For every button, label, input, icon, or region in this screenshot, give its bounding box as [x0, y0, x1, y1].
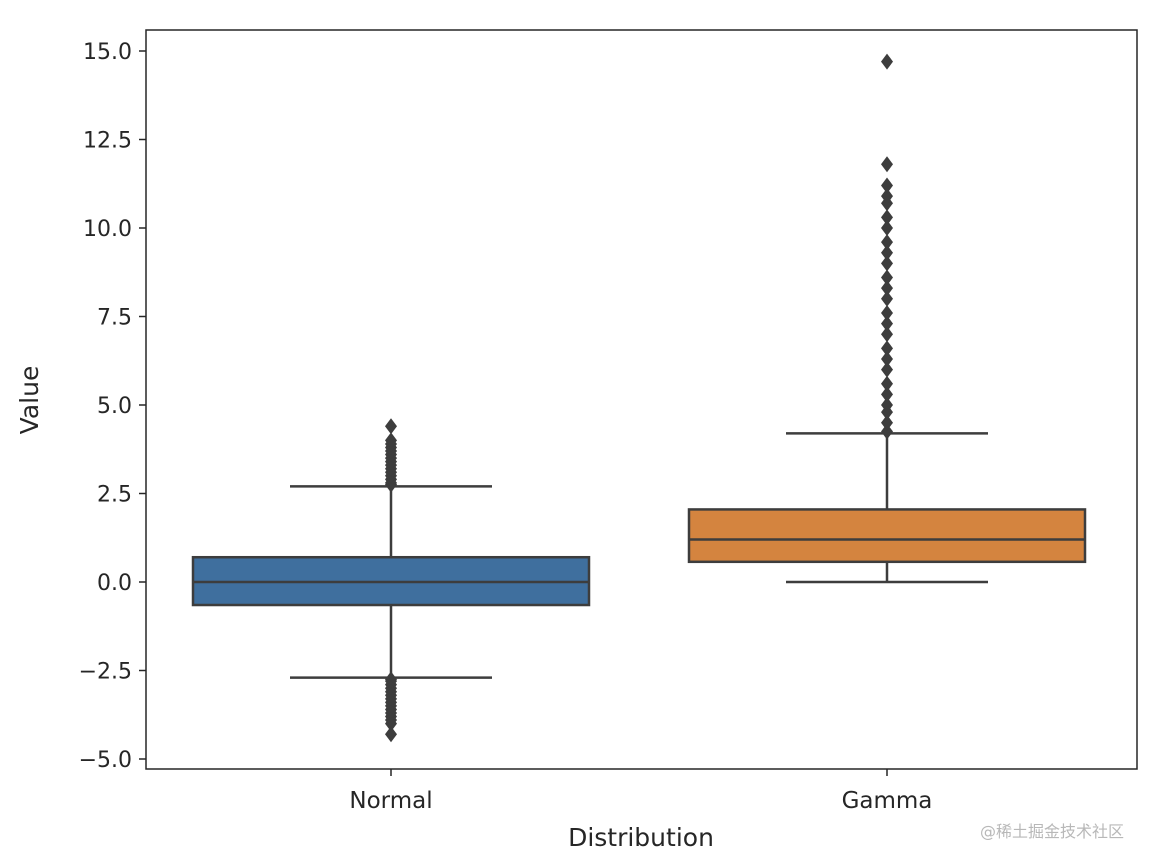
y-tick-label: −2.5 [79, 660, 132, 685]
outlier-point [385, 726, 397, 743]
outlier-point [385, 432, 397, 449]
outlier-point [881, 220, 893, 236]
y-tick-label: −5.0 [79, 748, 132, 773]
x-axis-label: Distribution [568, 823, 714, 852]
outlier-point [385, 418, 397, 435]
y-tick-label: 0.0 [97, 571, 132, 596]
outlier-point [881, 375, 893, 392]
outlier-point [881, 386, 893, 403]
outlier-point [881, 361, 893, 378]
box-gamma [687, 508, 1087, 564]
outlier-point [385, 715, 397, 732]
outlier-point [881, 234, 893, 251]
watermark: @稀土掘金技术社区 [980, 822, 1125, 841]
outlier-point [881, 304, 893, 321]
outlier-point [881, 269, 893, 286]
outlier-point [881, 53, 893, 70]
outlier-point [881, 280, 893, 297]
y-tick-label: 2.5 [97, 483, 132, 508]
y-tick-label: 10.0 [83, 217, 132, 242]
outlier-point [881, 350, 893, 367]
outlier-point [881, 188, 893, 205]
outlier-point [881, 290, 893, 307]
x-tick-label: Normal [349, 788, 432, 814]
plot-area [145, 29, 1138, 770]
y-axis-label: Value [15, 366, 44, 435]
outlier-point [881, 209, 893, 226]
outlier-point [881, 340, 893, 357]
x-tick-label: Gamma [842, 788, 933, 814]
outlier-point [881, 156, 893, 173]
y-tick-label: 15.0 [83, 40, 132, 65]
outlier-point [881, 326, 893, 343]
outlier-point [881, 414, 893, 431]
outlier-point [881, 423, 893, 440]
outlier-point [881, 397, 893, 413]
outlier-point [881, 244, 893, 261]
outlier-point [881, 315, 893, 332]
y-tick-label: 5.0 [97, 394, 132, 419]
outlier-point [881, 255, 893, 272]
outlier-point [881, 177, 893, 194]
y-tick-label: 7.5 [97, 306, 132, 331]
y-tick-label: 12.5 [83, 129, 132, 154]
